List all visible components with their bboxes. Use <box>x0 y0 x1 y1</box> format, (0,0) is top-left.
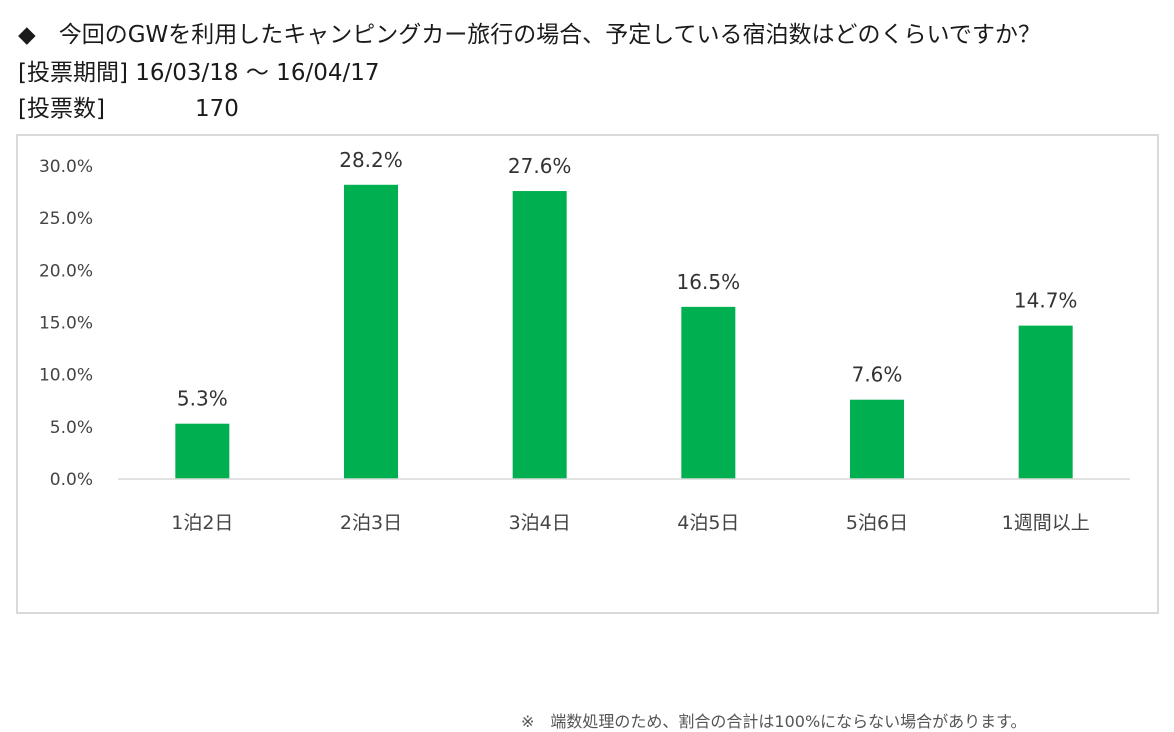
page-title: ◆ 今回のGWを利用したキャンピングカー旅行の場合、予定している宿泊数はどのくら… <box>18 22 1041 48</box>
vote-period-label: [投票期間] <box>18 60 128 86</box>
vote-period: [投票期間] 16/03/18 ～ 16/04/17 <box>18 58 379 88</box>
data-label: 16.5% <box>677 270 741 294</box>
bar <box>344 184 398 479</box>
y-tick-label: 5.0% <box>50 418 93 438</box>
y-tick-label: 30.0% <box>39 157 93 177</box>
bar <box>175 423 230 479</box>
vote-count: [投票数] 170 <box>18 94 239 124</box>
bar <box>512 191 567 479</box>
y-tick-label: 10.0% <box>39 366 93 386</box>
x-tick-label: 3泊4日 <box>509 512 571 534</box>
x-tick-label: 1週間以上 <box>1002 512 1090 534</box>
y-axis: 0.0% 5.0% 10.0% 15.0% 20.0% 25.0% 30.0% <box>39 157 93 490</box>
data-label: 5.3% <box>177 387 228 411</box>
data-label: 28.2% <box>339 148 403 172</box>
y-tick-label: 0.0% <box>50 470 93 490</box>
chart-area: 0.0% 5.0% 10.0% 15.0% 20.0% 25.0% 30.0% 5.3% 28… <box>16 134 1159 731</box>
x-tick-label: 4泊5日 <box>677 512 739 534</box>
bar <box>850 399 904 479</box>
data-label: 27.6% <box>508 154 572 178</box>
x-axis: 1泊2日 2泊3日 3泊4日 4泊5日 5泊6日 1週間以上 <box>171 512 1089 534</box>
y-tick-label: 25.0% <box>39 209 93 229</box>
x-tick-label: 5泊6日 <box>846 512 908 534</box>
footnote: ※ 端数処理のため、割合の合計は100%にならない場合があります。 <box>521 712 1027 731</box>
data-label: 7.6% <box>852 363 903 387</box>
vote-period-value: 16/03/18 ～ 16/04/17 <box>135 60 380 86</box>
bar <box>1018 325 1073 479</box>
y-tick-label: 20.0% <box>39 261 93 281</box>
x-tick-label: 2泊3日 <box>340 512 402 534</box>
bar-series <box>175 184 1073 479</box>
bar-chart: 0.0% 5.0% 10.0% 15.0% 20.0% 25.0% 30.0% 5.3% 28… <box>39 148 1130 534</box>
y-tick-label: 15.0% <box>39 314 93 334</box>
x-tick-label: 1泊2日 <box>171 512 233 534</box>
bar <box>681 306 736 479</box>
vote-count-value: 170 <box>194 96 239 122</box>
data-labels: 5.3% 28.2% 27.6% 16.5% 7.6% 14.7% <box>177 148 1078 411</box>
vote-count-label: [投票数] <box>18 96 105 122</box>
data-label: 14.7% <box>1014 289 1078 313</box>
